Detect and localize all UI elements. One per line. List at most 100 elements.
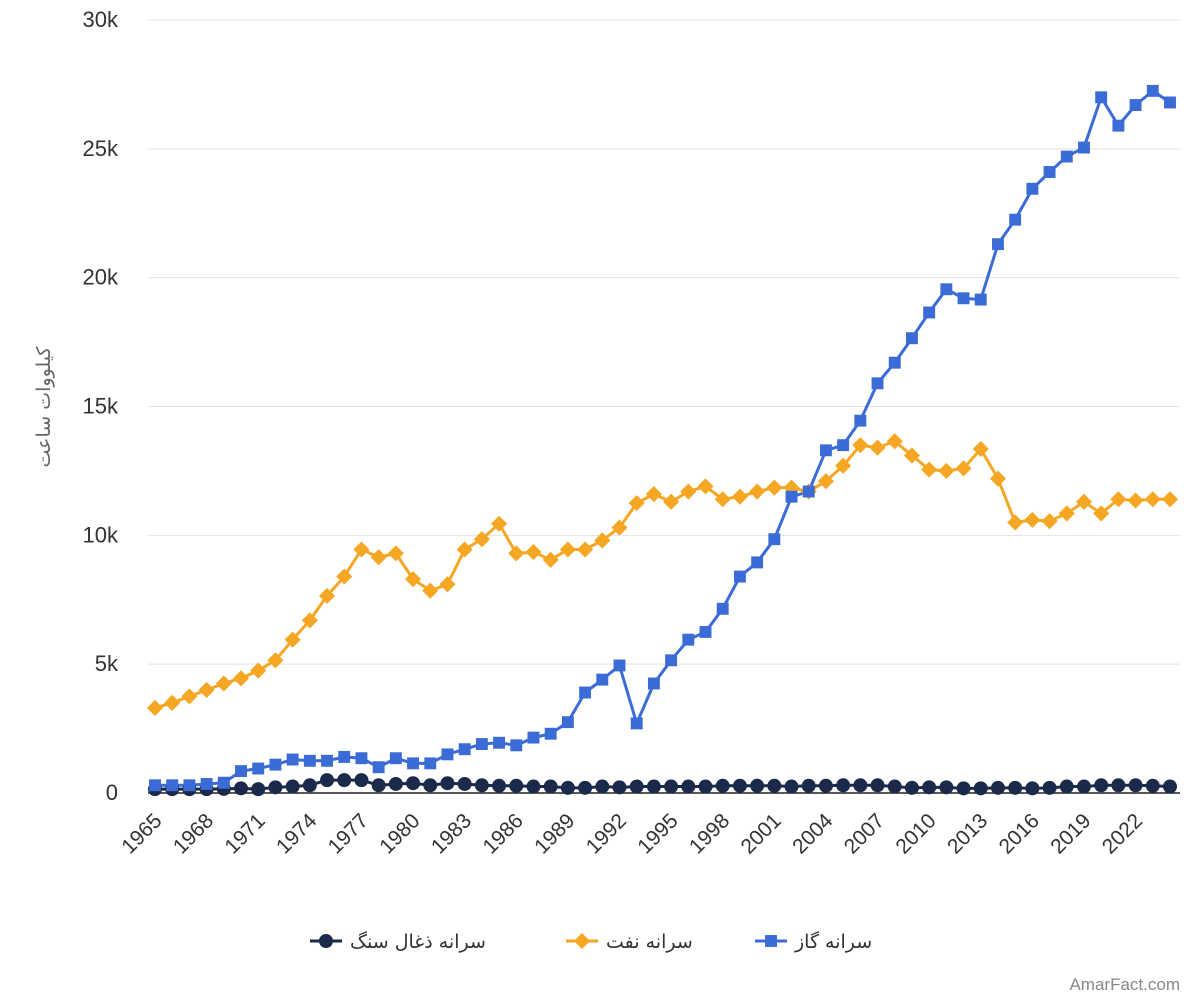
data-point[interactable] xyxy=(1042,780,1057,795)
data-point[interactable] xyxy=(1043,166,1056,178)
data-point[interactable] xyxy=(665,654,678,667)
data-point[interactable] xyxy=(318,587,336,604)
data-point[interactable] xyxy=(405,571,422,588)
data-point[interactable] xyxy=(768,533,781,546)
data-point[interactable] xyxy=(303,754,316,767)
data-point[interactable] xyxy=(559,541,576,558)
data-point[interactable] xyxy=(817,473,834,490)
data-point[interactable] xyxy=(560,780,575,795)
data-point[interactable] xyxy=(629,779,644,794)
data-point[interactable] xyxy=(972,440,989,458)
data-point[interactable] xyxy=(320,773,335,788)
data-point[interactable] xyxy=(200,778,213,790)
data-point[interactable] xyxy=(1041,513,1058,530)
data-point[interactable] xyxy=(1024,511,1041,528)
data-point[interactable] xyxy=(1111,778,1126,793)
data-point[interactable] xyxy=(389,752,402,765)
data-point[interactable] xyxy=(871,377,884,390)
data-point[interactable] xyxy=(732,778,747,793)
data-point[interactable] xyxy=(1161,491,1179,508)
data-point[interactable] xyxy=(215,675,232,692)
data-point[interactable] xyxy=(578,780,593,795)
data-point[interactable] xyxy=(285,779,300,794)
data-point[interactable] xyxy=(1008,780,1023,795)
data-point[interactable] xyxy=(250,662,267,679)
data-point[interactable] xyxy=(422,582,439,599)
data-point[interactable] xyxy=(939,780,954,795)
data-point[interactable] xyxy=(1146,84,1159,97)
data-point[interactable] xyxy=(922,780,937,795)
data-point[interactable] xyxy=(353,541,370,558)
data-point[interactable] xyxy=(510,739,523,752)
data-point[interactable] xyxy=(526,779,541,794)
data-point[interactable] xyxy=(355,752,368,765)
data-point[interactable] xyxy=(302,778,317,793)
data-point[interactable] xyxy=(854,414,867,427)
data-point[interactable] xyxy=(321,754,333,767)
data-point[interactable] xyxy=(767,778,782,793)
data-point[interactable] xyxy=(509,778,524,793)
data-point[interactable] xyxy=(354,773,369,788)
data-point[interactable] xyxy=(750,778,765,793)
data-point[interactable] xyxy=(1009,213,1022,226)
data-point[interactable] xyxy=(301,612,318,629)
data-point[interactable] xyxy=(198,681,215,698)
data-point[interactable] xyxy=(957,292,970,305)
data-point[interactable] xyxy=(630,717,643,730)
data-point[interactable] xyxy=(921,461,938,478)
data-point[interactable] xyxy=(508,545,525,562)
data-point[interactable] xyxy=(1110,491,1127,508)
data-point[interactable] xyxy=(595,779,610,794)
data-point[interactable] xyxy=(596,673,609,686)
data-point[interactable] xyxy=(491,515,508,532)
data-point[interactable] xyxy=(663,493,680,510)
data-point[interactable] xyxy=(681,779,696,794)
data-point[interactable] xyxy=(1025,781,1040,796)
data-point[interactable] xyxy=(785,490,798,503)
data-point[interactable] xyxy=(956,781,971,796)
data-point[interactable] xyxy=(217,776,230,789)
data-point[interactable] xyxy=(423,778,438,793)
data-point[interactable] xyxy=(1164,96,1176,109)
data-point[interactable] xyxy=(387,545,404,562)
data-point[interactable] xyxy=(853,778,868,793)
data-point[interactable] xyxy=(235,765,247,778)
data-point[interactable] xyxy=(388,776,403,791)
data-point[interactable] xyxy=(905,332,918,345)
data-point[interactable] xyxy=(579,686,592,699)
data-point[interactable] xyxy=(699,626,712,638)
data-point[interactable] xyxy=(456,541,473,558)
data-point[interactable] xyxy=(336,568,353,585)
data-point[interactable] xyxy=(149,779,161,792)
data-point[interactable] xyxy=(1144,491,1161,508)
data-point[interactable] xyxy=(731,488,748,505)
data-point[interactable] xyxy=(1112,119,1125,132)
data-point[interactable] xyxy=(819,444,832,457)
data-point[interactable] xyxy=(1026,182,1039,195)
legend[interactable]: سرانه ذغال سنگ سرانه نفت سرانه گاز xyxy=(310,930,872,953)
data-point[interactable] xyxy=(1128,778,1143,793)
data-point[interactable] xyxy=(870,778,885,793)
data-point[interactable] xyxy=(802,485,815,498)
data-point[interactable] xyxy=(406,776,421,791)
data-point[interactable] xyxy=(837,439,850,452)
data-point[interactable] xyxy=(458,743,471,756)
data-point[interactable] xyxy=(561,716,574,729)
data-point[interactable] xyxy=(267,652,284,669)
data-point[interactable] xyxy=(1007,514,1024,531)
data-point[interactable] xyxy=(252,762,265,775)
data-point[interactable] xyxy=(146,699,164,717)
data-point[interactable] xyxy=(372,761,385,774)
data-point[interactable] xyxy=(886,433,903,450)
data-point[interactable] xyxy=(733,570,746,583)
data-point[interactable] xyxy=(751,556,764,569)
data-point[interactable] xyxy=(698,779,713,794)
data-point[interactable] xyxy=(475,738,488,750)
data-point[interactable] xyxy=(525,544,542,561)
data-point[interactable] xyxy=(164,694,181,711)
legend-item[interactable]: سرانه ذغال سنگ xyxy=(310,931,486,953)
data-point[interactable] xyxy=(457,776,472,791)
data-point[interactable] xyxy=(903,447,920,464)
data-point[interactable] xyxy=(923,306,936,319)
data-point[interactable] xyxy=(818,778,833,793)
